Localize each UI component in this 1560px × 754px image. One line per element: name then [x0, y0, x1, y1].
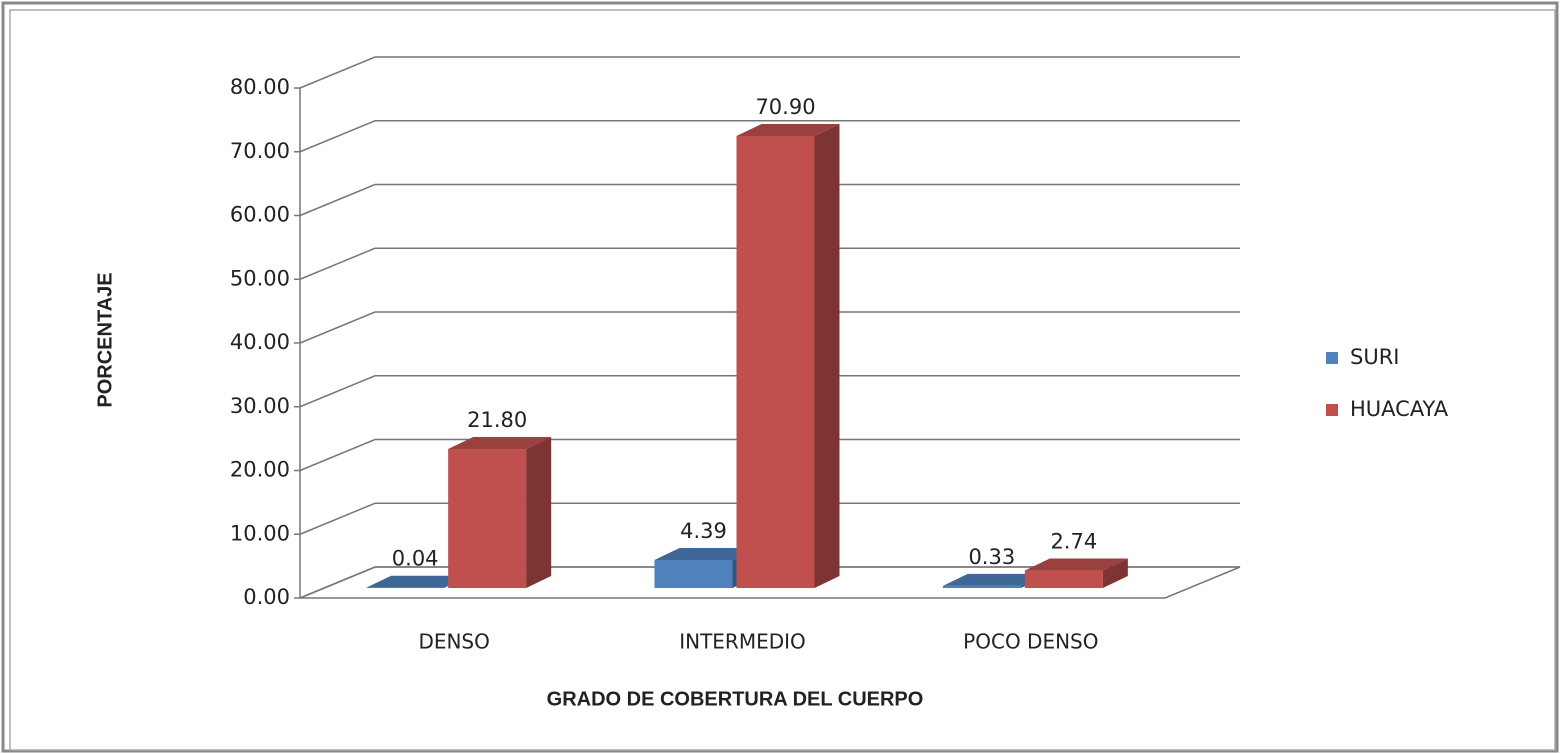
- bar-side: [526, 437, 552, 588]
- value-label: 2.74: [1050, 530, 1097, 554]
- bar-front: [448, 449, 527, 588]
- value-label: 4.39: [680, 519, 727, 543]
- x-tick-label: INTERMEDIO: [679, 630, 806, 654]
- y-tick-label: 40.00: [230, 330, 290, 354]
- grid-line: [299, 247, 1240, 280]
- y-tick-label: 10.00: [230, 521, 290, 545]
- legend-swatch: [1326, 404, 1338, 416]
- bar-front: [1024, 570, 1103, 588]
- grid-line: [299, 311, 1240, 344]
- bar-top: [736, 124, 840, 137]
- bar-side: [1102, 558, 1128, 588]
- y-tick-label: 60.00: [230, 203, 290, 227]
- bar-top: [1024, 558, 1128, 571]
- grid-line: [299, 56, 1240, 89]
- bar-top: [448, 437, 552, 450]
- y-tick-label: 30.00: [230, 394, 290, 418]
- y-tick-label: 80.00: [230, 75, 290, 99]
- bar-top: [366, 575, 470, 588]
- legend-swatch: [1326, 352, 1338, 364]
- bar-side: [814, 124, 840, 588]
- bar-front: [942, 585, 1021, 588]
- bar-top: [942, 573, 1046, 586]
- bar-top: [654, 548, 758, 561]
- grid-line: [299, 566, 1240, 599]
- legend-label: HUACAYA: [1350, 397, 1449, 421]
- grid-line: [299, 120, 1240, 153]
- bar-front: [654, 560, 733, 588]
- grid-line: [299, 183, 1240, 217]
- y-tick-label: 70.00: [230, 139, 290, 163]
- y-axis-title: PORCENTAJE: [94, 272, 116, 407]
- grid-line: [299, 438, 1240, 472]
- y-tick-label: 20.00: [230, 458, 290, 482]
- value-label: 0.04: [392, 547, 439, 571]
- x-tick-label: DENSO: [418, 630, 489, 654]
- y-tick-label: 50.00: [230, 266, 290, 290]
- value-label: 21.80: [467, 408, 527, 432]
- x-tick-label: POCO DENSO: [963, 630, 1098, 654]
- grid-line: [299, 502, 1240, 535]
- y-tick-label: 0.00: [243, 585, 290, 609]
- grid-line: [299, 375, 1240, 408]
- legend-label: SURI: [1350, 345, 1400, 369]
- frame-inner: [9, 9, 1556, 751]
- value-label: 70.90: [755, 95, 815, 119]
- x-axis-title: GRADO DE COBERTURA DEL CUERPO: [547, 688, 924, 710]
- value-label: 0.33: [968, 545, 1015, 569]
- bar-front: [736, 136, 815, 588]
